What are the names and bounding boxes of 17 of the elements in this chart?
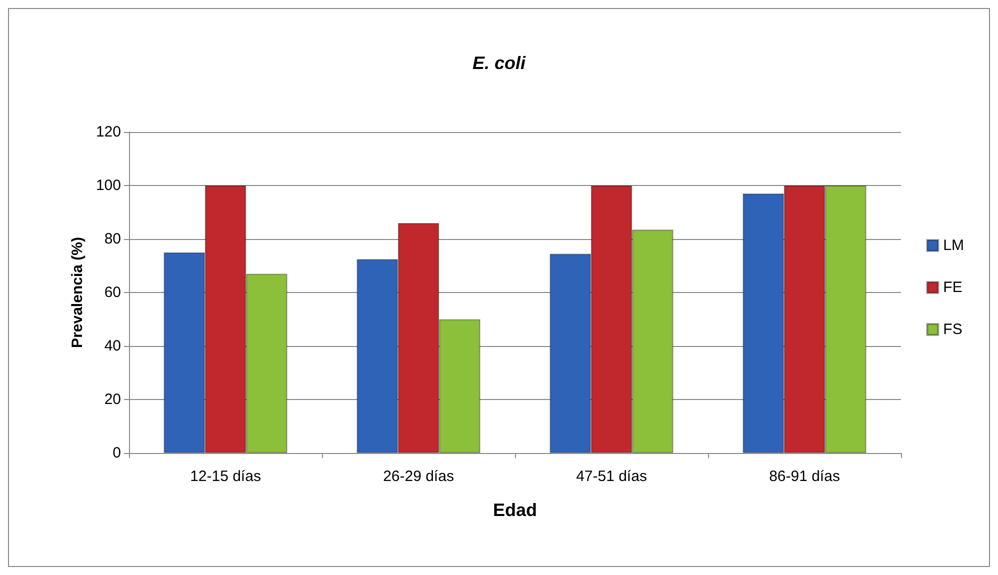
y-tick-label: 120 [96, 124, 121, 140]
legend-label: FS [943, 321, 962, 338]
x-tick-label: 12-15 días [190, 468, 261, 485]
x-axis-title: Edad [492, 500, 538, 520]
y-tick-label: 100 [96, 177, 121, 194]
y-tick-label: 60 [104, 284, 121, 301]
y-tick-label: 40 [104, 338, 121, 354]
y-tick-label: 80 [104, 230, 121, 248]
x-tick-label: 47-51 días [576, 468, 647, 485]
x-tick-label: 26-29 días [383, 468, 454, 485]
y-tick-label: 20 [104, 391, 121, 408]
chart-title: E. coli [472, 53, 527, 73]
x-tick-label: 86-91 días [769, 468, 840, 485]
y-axis-title: Prevalencia (%) [69, 237, 86, 348]
y-tick-label: 0 [112, 444, 121, 462]
legend-label: FE [943, 279, 962, 296]
legend-label: LM [943, 237, 964, 254]
